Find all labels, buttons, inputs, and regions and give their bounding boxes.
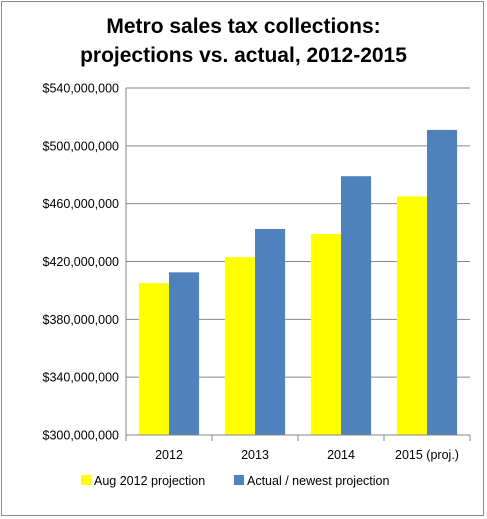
chart-title-line-1: Metro sales tax collections: [106, 15, 381, 38]
bar-actual-newest-projection-0 [169, 272, 200, 435]
legend-label-1: Actual / newest projection [247, 474, 389, 488]
y-tick-label: $540,000,000 [43, 82, 120, 96]
legend-swatch-0 [81, 475, 91, 485]
bar-aug-2012-projection-1 [224, 257, 255, 435]
chart-title-line-2: projections vs. actual, 2012-2015 [80, 44, 407, 67]
bar-actual-newest-projection-1 [255, 228, 286, 435]
legend-label-0: Aug 2012 projection [94, 474, 205, 488]
legend-swatch-1 [234, 475, 244, 485]
bar-actual-newest-projection-2 [341, 176, 372, 435]
x-tick-label: 2015 (proj.) [395, 448, 459, 462]
y-tick-label: $460,000,000 [43, 197, 120, 211]
y-tick-label: $380,000,000 [43, 313, 120, 327]
bar-aug-2012-projection-2 [310, 234, 341, 435]
bar-actual-newest-projection-3 [427, 129, 458, 435]
chart-title: Metro sales tax collections: projections… [2, 12, 485, 70]
bar-aug-2012-projection-0 [138, 283, 169, 435]
y-tick-label: $340,000,000 [43, 371, 120, 385]
y-tick-label: $420,000,000 [43, 255, 120, 269]
bar-aug-2012-projection-3 [396, 196, 427, 435]
x-tick-label: 2014 [327, 448, 355, 462]
x-tick-label: 2012 [155, 448, 183, 462]
x-tick-label: 2013 [241, 448, 269, 462]
y-tick-label: $500,000,000 [43, 139, 120, 153]
y-tick-label: $300,000,000 [43, 429, 120, 443]
